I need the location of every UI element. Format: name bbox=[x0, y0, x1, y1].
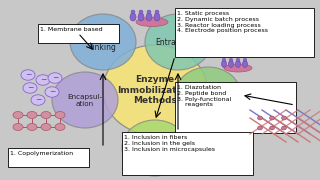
Text: −: − bbox=[52, 73, 58, 82]
Ellipse shape bbox=[147, 10, 151, 14]
Ellipse shape bbox=[139, 10, 143, 14]
Text: Encapsul-
ation: Encapsul- ation bbox=[68, 93, 103, 107]
Ellipse shape bbox=[222, 58, 226, 62]
Ellipse shape bbox=[41, 123, 51, 130]
Ellipse shape bbox=[21, 70, 35, 80]
Ellipse shape bbox=[175, 67, 241, 123]
Ellipse shape bbox=[224, 64, 252, 72]
Ellipse shape bbox=[282, 116, 286, 120]
Text: −: − bbox=[27, 84, 33, 93]
Text: 1. Copolymerization: 1. Copolymerization bbox=[10, 151, 73, 156]
Ellipse shape bbox=[229, 58, 233, 62]
Ellipse shape bbox=[27, 123, 37, 130]
Ellipse shape bbox=[31, 95, 45, 105]
Ellipse shape bbox=[122, 120, 188, 176]
Ellipse shape bbox=[221, 60, 227, 68]
Ellipse shape bbox=[228, 60, 234, 68]
Ellipse shape bbox=[36, 75, 50, 85]
Text: Enzyme
Immobilization
Methods: Enzyme Immobilization Methods bbox=[117, 75, 193, 105]
Ellipse shape bbox=[236, 58, 240, 62]
Ellipse shape bbox=[258, 126, 262, 130]
Text: 1. Inclusion in fibers
2. Inclusion in the gels
3. Inclusion in microcapsules: 1. Inclusion in fibers 2. Inclusion in t… bbox=[124, 135, 215, 152]
Ellipse shape bbox=[45, 87, 59, 97]
Ellipse shape bbox=[48, 73, 62, 83]
Text: −: − bbox=[25, 71, 31, 80]
Ellipse shape bbox=[138, 13, 144, 21]
Ellipse shape bbox=[55, 123, 65, 130]
Ellipse shape bbox=[23, 83, 37, 93]
Ellipse shape bbox=[55, 111, 65, 118]
FancyBboxPatch shape bbox=[174, 8, 314, 57]
FancyBboxPatch shape bbox=[174, 82, 295, 132]
Ellipse shape bbox=[243, 60, 247, 68]
Text: Covalent
bonding: Covalent bonding bbox=[192, 89, 224, 102]
Ellipse shape bbox=[236, 60, 241, 68]
Ellipse shape bbox=[146, 13, 152, 21]
Ellipse shape bbox=[13, 123, 23, 130]
Ellipse shape bbox=[145, 14, 211, 70]
Text: Entrapment: Entrapment bbox=[155, 37, 201, 46]
Ellipse shape bbox=[52, 72, 118, 128]
Ellipse shape bbox=[41, 111, 51, 118]
Ellipse shape bbox=[282, 126, 286, 130]
FancyBboxPatch shape bbox=[122, 132, 252, 174]
Text: −: − bbox=[40, 75, 46, 84]
FancyBboxPatch shape bbox=[37, 24, 118, 42]
Ellipse shape bbox=[269, 126, 275, 130]
Ellipse shape bbox=[131, 10, 135, 14]
Text: 1. Static process
2. Dynamic batch process
3. Reactor loading process
4. Electro: 1. Static process 2. Dynamic batch proce… bbox=[177, 11, 268, 33]
Ellipse shape bbox=[258, 116, 262, 120]
Ellipse shape bbox=[154, 13, 160, 21]
Text: 1. Membrane based: 1. Membrane based bbox=[40, 27, 103, 32]
Ellipse shape bbox=[269, 116, 275, 120]
Ellipse shape bbox=[27, 111, 37, 118]
Ellipse shape bbox=[155, 10, 159, 14]
Text: Cross-
linking: Cross- linking bbox=[90, 32, 116, 52]
Ellipse shape bbox=[13, 111, 23, 118]
Text: −: − bbox=[49, 87, 55, 96]
Ellipse shape bbox=[130, 13, 136, 21]
Text: 1. Diazotation
2. Peptide bond
3. Poly-functional
    reagents: 1. Diazotation 2. Peptide bond 3. Poly-f… bbox=[177, 85, 231, 107]
Text: Adsorption: Adsorption bbox=[134, 143, 176, 152]
Ellipse shape bbox=[243, 58, 247, 62]
Ellipse shape bbox=[136, 17, 168, 26]
Text: −: − bbox=[35, 96, 41, 105]
Ellipse shape bbox=[70, 14, 136, 70]
FancyBboxPatch shape bbox=[7, 147, 89, 166]
Ellipse shape bbox=[103, 45, 207, 135]
